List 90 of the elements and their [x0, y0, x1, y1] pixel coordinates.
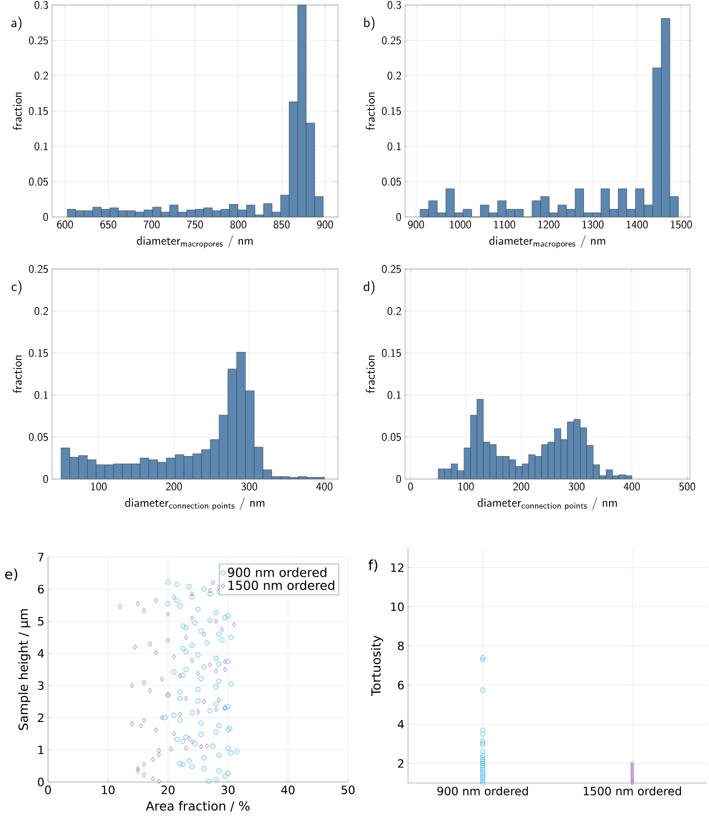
y-tick-label: 6 [398, 680, 404, 690]
x-tick-label: 100 [458, 482, 474, 491]
x-tick-label: 1500 nm ordered [584, 786, 681, 796]
x-tick-label: 500 [679, 482, 696, 491]
y-tick-label: 0.1 [34, 142, 48, 150]
y-tick-label: 10 [391, 602, 404, 612]
x-axis-title: $\text{Area fraction / \%}$ [146, 801, 250, 812]
y-axis-title: Tortuosity [371, 635, 384, 696]
y-tick-label: 0.25 [28, 265, 48, 273]
y-tick-label: 0.25 [28, 36, 48, 44]
x-tick-label: 1100 [494, 220, 516, 228]
y-tick-label: 0.1 [388, 391, 401, 399]
y-tick-label: 0.15 [382, 107, 401, 115]
y-tick-label: 0.05 [382, 433, 401, 441]
y-axis-title: fraction [12, 92, 22, 130]
y-axis-title: fraction [366, 356, 375, 394]
x-tick-label: 20 [162, 786, 175, 794]
x-tick-label: 400 [316, 482, 332, 491]
x-tick-label: 900 [317, 220, 333, 228]
x-tick-label: 200 [166, 482, 182, 491]
y-tick-label: 0 [396, 213, 401, 221]
y-tick-label: 6 [38, 584, 44, 594]
y-tick-label: 2 [398, 759, 404, 768]
x-tick-label: 300 [241, 482, 258, 491]
x-axis-title: $\text{diameter}_{\text{connection points}}\text{ / nm}$ [125, 497, 264, 510]
y-tick-label: 0.1 [34, 391, 48, 399]
x-tick-label: 1000 [450, 220, 471, 228]
x-tick-label: 900 nm ordered [437, 786, 528, 796]
text: c) [12, 280, 22, 295]
text: d) [364, 280, 374, 295]
y-tick-label: 12 [391, 563, 404, 572]
x-tick-label: 30 [222, 786, 235, 794]
x-tick-label: 850 [274, 220, 290, 228]
x-tick-label: 1400 [626, 220, 648, 228]
y-tick-label: 0.2 [34, 307, 48, 315]
text: f) [368, 560, 378, 572]
y-tick-label: 0.15 [28, 349, 48, 357]
y-axis-title: fraction [366, 92, 375, 130]
y-tick-label: 0.05 [28, 433, 48, 441]
y-tick-label: 1 [38, 746, 44, 754]
y-tick-label: 0 [43, 475, 48, 483]
y-tick-label: 0 [38, 778, 44, 786]
y-tick-label: 0.1 [388, 142, 401, 150]
y-tick-label: 0.25 [382, 36, 401, 44]
x-tick-label: 800 [230, 220, 246, 228]
x-tick-label: 1200 [538, 220, 560, 228]
x-tick-label: 1500 [670, 220, 692, 228]
x-tick-label: 400 [624, 482, 640, 491]
x-tick-label: 1300 [582, 220, 604, 228]
y-tick-label: 5 [38, 617, 44, 626]
y-tick-label: 3 [38, 681, 44, 690]
y-tick-label: 0.2 [388, 307, 401, 315]
x-tick-label: 50 [342, 786, 355, 794]
x-axis-title: $\text{diameter}_{\text{connection points}}\text{ / nm}$ [478, 497, 617, 510]
x-axis-title: $\text{diameter}_{\text{macropores}}\text{ / nm}$ [136, 235, 253, 248]
y-tick-label: 0.3 [388, 1, 401, 9]
x-tick-label: 100 [91, 482, 107, 491]
x-tick-label: 900 [408, 220, 424, 228]
y-tick-label: 2 [38, 713, 44, 722]
y-tick-label: 4 [398, 720, 404, 728]
text: b) [364, 16, 374, 31]
y-axis-title: fraction [12, 356, 22, 394]
y-tick-label: 0.05 [382, 178, 401, 186]
y-tick-label: 0.2 [388, 72, 401, 80]
x-axis-title: $\text{diameter}_{\text{macropores}}\text{ / nm}$ [489, 235, 606, 248]
x-tick-label: 40 [281, 786, 295, 794]
x-tick-label: 750 [187, 220, 203, 228]
y-tick-label: 0 [396, 475, 401, 483]
y-tick-label: 0.25 [382, 265, 401, 273]
y-tick-label: 0 [43, 213, 48, 221]
y-tick-label: 0.2 [34, 72, 48, 80]
y-tick-label: 0.3 [34, 1, 48, 9]
y-tick-label: 8 [398, 642, 404, 650]
x-tick-label: 700 [144, 220, 160, 228]
x-tick-label: 0 [408, 482, 413, 491]
x-tick-label: 300 [568, 482, 584, 491]
y-tick-label: 0.15 [28, 107, 48, 115]
y-tick-label: 0.05 [28, 178, 48, 186]
text: a) [11, 16, 22, 31]
y-tick-label: 0.15 [382, 349, 401, 357]
y-tick-label: 4 [38, 649, 44, 658]
legend-label: 900 nm ordered [228, 567, 326, 578]
x-tick-label: 650 [100, 220, 116, 228]
x-tick-label: 200 [513, 482, 530, 491]
x-tick-label: 600 [57, 220, 73, 228]
y-tick-label: 7 [38, 552, 44, 562]
y-axis-title: Sample height / µm [18, 609, 30, 730]
text: e) [5, 568, 18, 581]
legend-label: 1500 nm ordered [228, 580, 334, 590]
x-tick-label: 10 [102, 786, 115, 794]
